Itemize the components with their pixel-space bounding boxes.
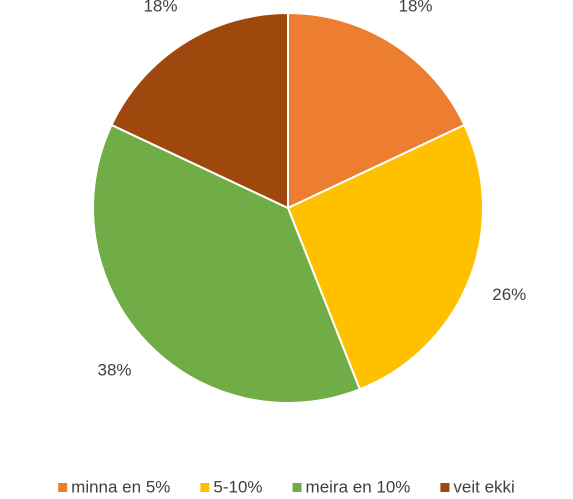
legend-label: meira en 10%: [306, 477, 411, 496]
pie-slice: [92, 123, 362, 404]
data-label: 38%: [97, 360, 131, 379]
legend-label: veit ekki: [453, 477, 514, 496]
data-label: 26%: [492, 285, 526, 304]
data-label: 18%: [143, 0, 177, 16]
data-label: 18%: [399, 0, 433, 16]
legend-label: 5-10%: [213, 477, 262, 496]
legend-swatch: [58, 483, 68, 492]
pie-slice: [287, 11, 466, 210]
legend-swatch: [200, 483, 210, 492]
legend-label: minna en 5%: [71, 477, 170, 496]
pie-slice: [286, 123, 484, 391]
pie-slice: [110, 11, 289, 210]
legend-swatch: [292, 483, 302, 492]
legend-swatch: [440, 483, 450, 492]
